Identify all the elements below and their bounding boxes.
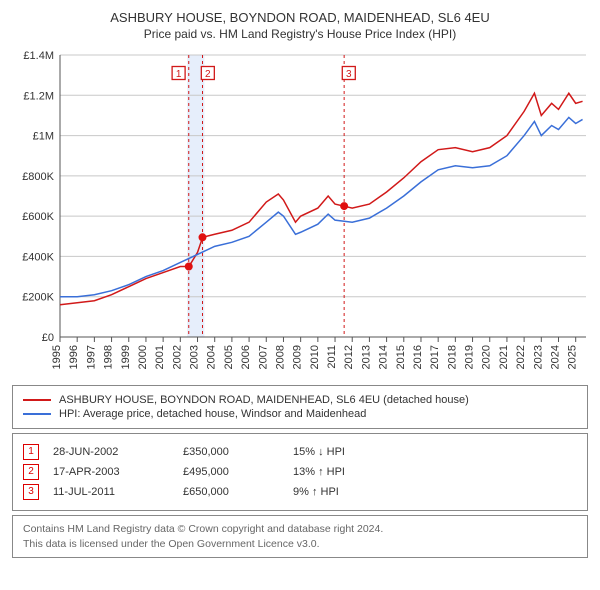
legend-item: HPI: Average price, detached house, Wind… [23, 408, 577, 420]
svg-text:2015: 2015 [395, 345, 407, 369]
svg-text:3: 3 [346, 69, 352, 80]
legend-swatch [23, 413, 51, 415]
svg-text:2000: 2000 [137, 345, 149, 369]
svg-text:2021: 2021 [498, 345, 510, 369]
svg-text:2012: 2012 [343, 345, 355, 369]
svg-text:2010: 2010 [309, 345, 321, 369]
event-date: 11-JUL-2011 [53, 486, 183, 498]
svg-text:2011: 2011 [326, 345, 338, 369]
svg-text:2016: 2016 [412, 345, 424, 369]
svg-text:£200K: £200K [22, 292, 54, 304]
event-row: 2 17-APR-2003£495,00013% ↑ HPI [23, 464, 577, 480]
svg-text:£800K: £800K [22, 171, 54, 183]
svg-text:£1.2M: £1.2M [23, 90, 54, 102]
svg-text:2022: 2022 [515, 345, 527, 369]
svg-text:2001: 2001 [154, 345, 166, 369]
svg-text:1997: 1997 [85, 345, 97, 369]
event-delta: 13% ↑ HPI [293, 466, 403, 478]
footer-line: Contains HM Land Registry data © Crown c… [23, 522, 577, 537]
svg-text:1999: 1999 [120, 345, 132, 369]
legend-label: HPI: Average price, detached house, Wind… [59, 408, 366, 420]
event-date: 17-APR-2003 [53, 466, 183, 478]
svg-text:2: 2 [205, 69, 211, 80]
svg-text:£0: £0 [42, 332, 54, 344]
svg-text:2023: 2023 [532, 345, 544, 369]
event-price: £350,000 [183, 446, 293, 458]
event-price: £495,000 [183, 466, 293, 478]
legend-item: ASHBURY HOUSE, BOYNDON ROAD, MAIDENHEAD,… [23, 394, 577, 406]
page-title: ASHBURY HOUSE, BOYNDON ROAD, MAIDENHEAD,… [8, 10, 592, 25]
svg-text:1998: 1998 [103, 345, 115, 369]
svg-text:1: 1 [176, 69, 182, 80]
legend: ASHBURY HOUSE, BOYNDON ROAD, MAIDENHEAD,… [12, 385, 588, 429]
svg-text:2008: 2008 [274, 345, 286, 369]
svg-text:2018: 2018 [446, 345, 458, 369]
svg-text:2007: 2007 [257, 345, 269, 369]
attribution: Contains HM Land Registry data © Crown c… [12, 515, 588, 558]
svg-text:1996: 1996 [68, 345, 80, 369]
svg-text:2020: 2020 [481, 345, 493, 369]
svg-text:2017: 2017 [429, 345, 441, 369]
svg-text:1995: 1995 [51, 345, 63, 369]
svg-text:2025: 2025 [567, 345, 579, 369]
event-price: £650,000 [183, 486, 293, 498]
legend-swatch [23, 399, 51, 401]
event-delta: 15% ↓ HPI [293, 446, 403, 458]
events-table: 1 28-JUN-2002£350,00015% ↓ HPI 2 17-APR-200… [12, 433, 588, 511]
event-marker: 3 [23, 484, 39, 500]
svg-text:2009: 2009 [292, 345, 304, 369]
svg-text:£1.4M: £1.4M [23, 50, 54, 62]
event-date: 28-JUN-2002 [53, 446, 183, 458]
svg-text:2004: 2004 [206, 345, 218, 369]
svg-text:£600K: £600K [22, 211, 54, 223]
legend-label: ASHBURY HOUSE, BOYNDON ROAD, MAIDENHEAD,… [59, 394, 469, 406]
event-delta: 9% ↑ HPI [293, 486, 403, 498]
svg-text:2019: 2019 [464, 345, 476, 369]
svg-text:2002: 2002 [171, 345, 183, 369]
svg-text:2003: 2003 [189, 345, 201, 369]
svg-text:2014: 2014 [378, 345, 390, 369]
svg-text:2013: 2013 [360, 345, 372, 369]
svg-text:2005: 2005 [223, 345, 235, 369]
footer-line: This data is licensed under the Open Gov… [23, 537, 577, 552]
svg-text:£400K: £400K [22, 251, 54, 263]
event-marker: 2 [23, 464, 39, 480]
event-row: 1 28-JUN-2002£350,00015% ↓ HPI [23, 444, 577, 460]
event-row: 3 11-JUL-2011£650,0009% ↑ HPI [23, 484, 577, 500]
svg-text:2006: 2006 [240, 345, 252, 369]
event-marker: 1 [23, 444, 39, 460]
page-subtitle: Price paid vs. HM Land Registry's House … [8, 27, 592, 41]
price-chart: £0 £200K £400K £600K £800K £1M £1.2M £1.4M 1 2 3 19… [8, 49, 592, 379]
svg-text:£1M: £1M [33, 131, 54, 143]
svg-text:2024: 2024 [549, 345, 561, 369]
